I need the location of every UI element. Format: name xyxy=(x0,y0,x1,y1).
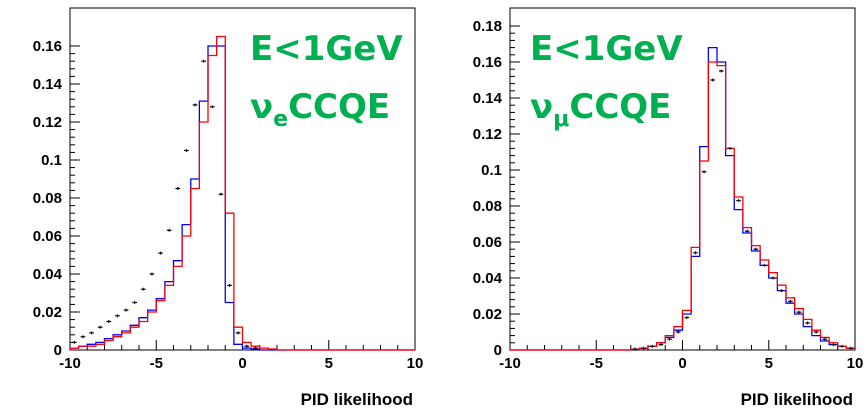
chart-panel-1: 0 0.02 0.04 0.06 0.08 0.1 0.12 0.14 0.16 -10 -5 0 5 1… xyxy=(33,7,424,409)
x-axis-label: PID likelihood xyxy=(301,390,413,409)
channel-name: CCQE xyxy=(288,87,390,127)
y-tick-label: 0.14 xyxy=(33,76,63,93)
histogram-series-1 xyxy=(510,46,856,351)
histogram-series-2 xyxy=(510,61,856,351)
y-tick-label: 0.02 xyxy=(33,304,62,321)
x-tick-label: -10 xyxy=(59,355,81,372)
x-tick-label: -5 xyxy=(590,355,603,372)
nu-symbol: ν xyxy=(530,87,553,127)
x-tick-label: 5 xyxy=(325,355,333,372)
x-tick-label: 10 xyxy=(847,355,864,372)
y-tick-label: 0.08 xyxy=(473,198,502,215)
annotation-energy: E<1GeV xyxy=(530,29,683,69)
y-tick-label: 0.04 xyxy=(473,270,503,287)
y-tick-label: 0.12 xyxy=(473,126,502,143)
flavor-subscript: μ xyxy=(553,107,569,132)
chart-panel-2: 0 0.02 0.04 0.06 0.08 0.1 0.12 0.14 0.16 0.18 -10 -… xyxy=(473,7,864,409)
y-tick-label: 0 xyxy=(494,342,502,359)
flavor-subscript: e xyxy=(273,107,288,132)
y-tick-label: 0.06 xyxy=(33,228,62,245)
y-tick-label: 0.1 xyxy=(41,152,62,169)
histogram-series-2 xyxy=(69,35,415,351)
y-tick-label: 0 xyxy=(54,342,62,359)
x-tick-label: 10 xyxy=(407,355,424,372)
channel-name: CCQE xyxy=(569,87,671,127)
y-tick-label: 0.16 xyxy=(33,38,62,55)
y-tick-label: 0.12 xyxy=(33,114,62,131)
y-tick-label: 0.18 xyxy=(473,18,502,35)
annotation-energy: E<1GeV xyxy=(250,29,403,69)
annotation-channel: νeCCQE xyxy=(250,87,390,132)
x-tick-label: 0 xyxy=(238,355,246,372)
x-tick-label: -10 xyxy=(499,355,521,372)
y-tick-label: 0.06 xyxy=(473,234,502,251)
y-tick-label: 0.1 xyxy=(481,162,502,179)
x-tick-label: 0 xyxy=(678,355,686,372)
y-tick-label: 0.16 xyxy=(473,54,502,71)
y-tick-label: 0.08 xyxy=(33,190,62,207)
nu-symbol: ν xyxy=(250,87,273,127)
x-tick-label: 5 xyxy=(765,355,773,372)
data-points-series xyxy=(632,69,853,351)
annotation-channel: νμCCQE xyxy=(530,87,671,132)
x-axis-label: PID likelihood xyxy=(741,390,853,409)
y-tick-label: 0.14 xyxy=(473,90,503,107)
y-tick-label: 0.02 xyxy=(473,306,502,323)
x-tick-label: -5 xyxy=(150,355,163,372)
data-points-series xyxy=(72,59,258,350)
y-tick-label: 0.04 xyxy=(33,266,63,283)
